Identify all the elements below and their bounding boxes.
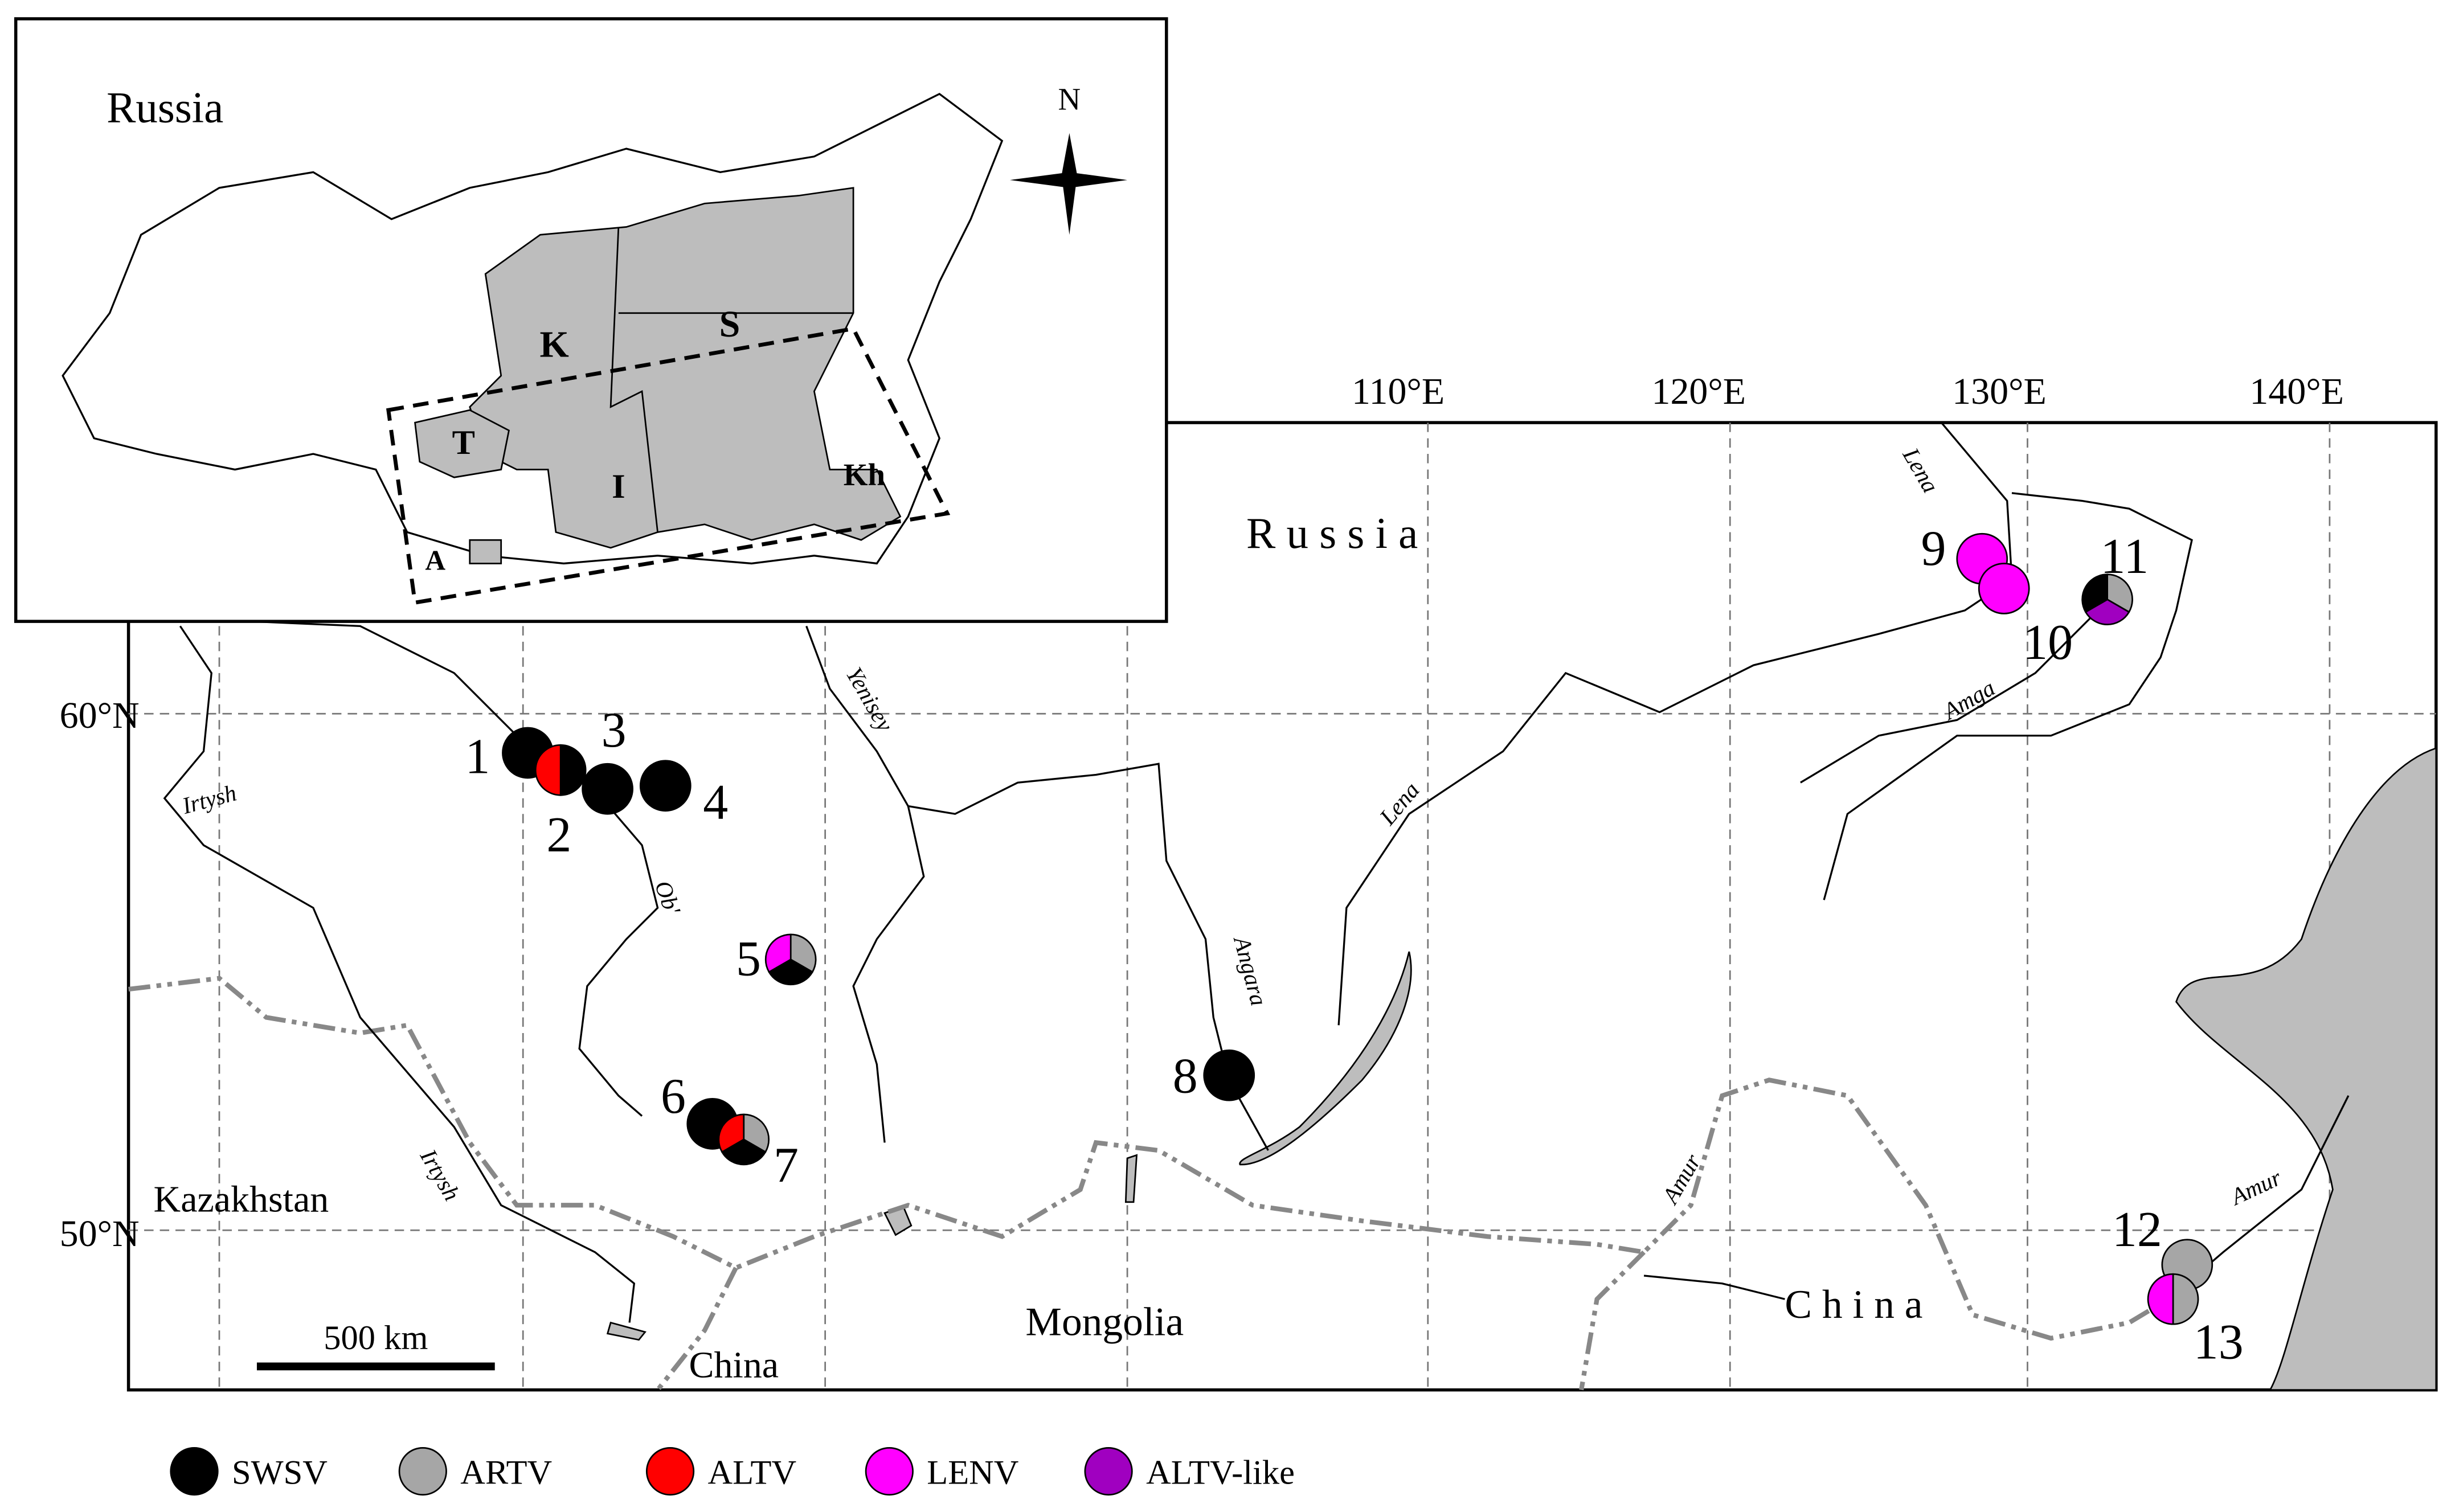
site-label: 7 <box>774 1138 799 1193</box>
site: 4 <box>639 760 728 830</box>
country-label: C h i n a <box>1785 1282 1922 1327</box>
site-label: 2 <box>546 808 571 863</box>
site-label: 8 <box>1173 1048 1198 1104</box>
lon-label: 140°E <box>2249 371 2344 412</box>
site-slice <box>721 1138 767 1166</box>
site-label: 10 <box>2023 615 2073 670</box>
legend-swatch <box>865 1447 914 1496</box>
region-label: Kh <box>844 457 885 492</box>
lon-label: 120°E <box>1651 371 1746 412</box>
land-features <box>128 747 2437 1392</box>
legend-label: LENV <box>927 1454 1018 1492</box>
lat-label: 60°N <box>60 695 140 736</box>
lon-label: 130°E <box>1952 371 2047 412</box>
legend-swatch <box>170 1447 219 1496</box>
site-label: 4 <box>703 775 728 830</box>
site-label: 6 <box>661 1069 686 1124</box>
site: 7 <box>718 1113 799 1193</box>
site-slice <box>2081 573 2109 613</box>
legend-swatch <box>1084 1447 1133 1496</box>
site: 8 <box>1173 1048 1255 1104</box>
region-label: T <box>452 424 475 462</box>
region-label: I <box>612 468 625 506</box>
site-slice <box>2172 1273 2199 1325</box>
site-slice <box>559 744 587 796</box>
site: 11 <box>2081 529 2149 625</box>
site-slice <box>2084 599 2130 625</box>
compass-north: N <box>1058 81 1081 116</box>
scale-label: 500 km <box>324 1319 428 1357</box>
lat-label: 50°N <box>60 1213 140 1255</box>
inset-title: Russia <box>107 83 223 132</box>
rivers <box>163 422 2350 1323</box>
site: 12 <box>2112 1202 2213 1291</box>
site-slice <box>764 933 792 973</box>
legend-label: ALTV <box>708 1454 797 1492</box>
main-map: 110°E 120°E 130°E 140°E 60°N 50°N R u s … <box>60 371 2438 1392</box>
site-marker <box>639 760 692 812</box>
compass <box>1009 133 1128 235</box>
site-marker <box>1978 563 2030 614</box>
country-label: China <box>689 1345 779 1386</box>
site-label: 12 <box>2112 1202 2162 1257</box>
legend-label: SWSV <box>232 1454 328 1492</box>
lon-label: 110°E <box>1352 371 1445 412</box>
site: 3 <box>582 703 633 815</box>
region-label: S <box>719 304 740 345</box>
site-slice <box>718 1113 745 1153</box>
legend-swatch <box>398 1447 447 1496</box>
site-label: 1 <box>465 730 490 785</box>
site-marker <box>582 763 633 815</box>
inset-map: Russia N K S T I Kh A <box>14 17 1168 623</box>
legend-label: ALTV-like <box>1146 1454 1295 1492</box>
country-label: Kazakhstan <box>154 1178 329 1220</box>
site-label: 9 <box>1921 521 1946 576</box>
region-label: A <box>425 544 445 576</box>
site-label: 11 <box>2101 529 2149 584</box>
site: 13 <box>2147 1273 2244 1370</box>
legend-label: ARTV <box>460 1454 552 1492</box>
site-marker <box>1203 1049 1255 1101</box>
site-slice <box>2147 1273 2174 1325</box>
legend-swatch <box>645 1447 695 1496</box>
site-label: 13 <box>2194 1315 2244 1370</box>
site-slice <box>534 744 562 796</box>
site: 5 <box>736 931 817 986</box>
study-area <box>386 326 951 605</box>
site-slice <box>768 958 814 986</box>
site: 2 <box>534 744 587 863</box>
country-label: Mongolia <box>1025 1299 1184 1344</box>
site: 10 <box>1978 563 2073 670</box>
country-label: R u s s i a <box>1246 509 1418 558</box>
region-label: K <box>540 324 569 366</box>
legend: SWSV ARTV ALTV LENV ALTV-like <box>170 1447 1295 1496</box>
site-label: 3 <box>602 703 627 758</box>
site-label: 5 <box>736 931 761 986</box>
